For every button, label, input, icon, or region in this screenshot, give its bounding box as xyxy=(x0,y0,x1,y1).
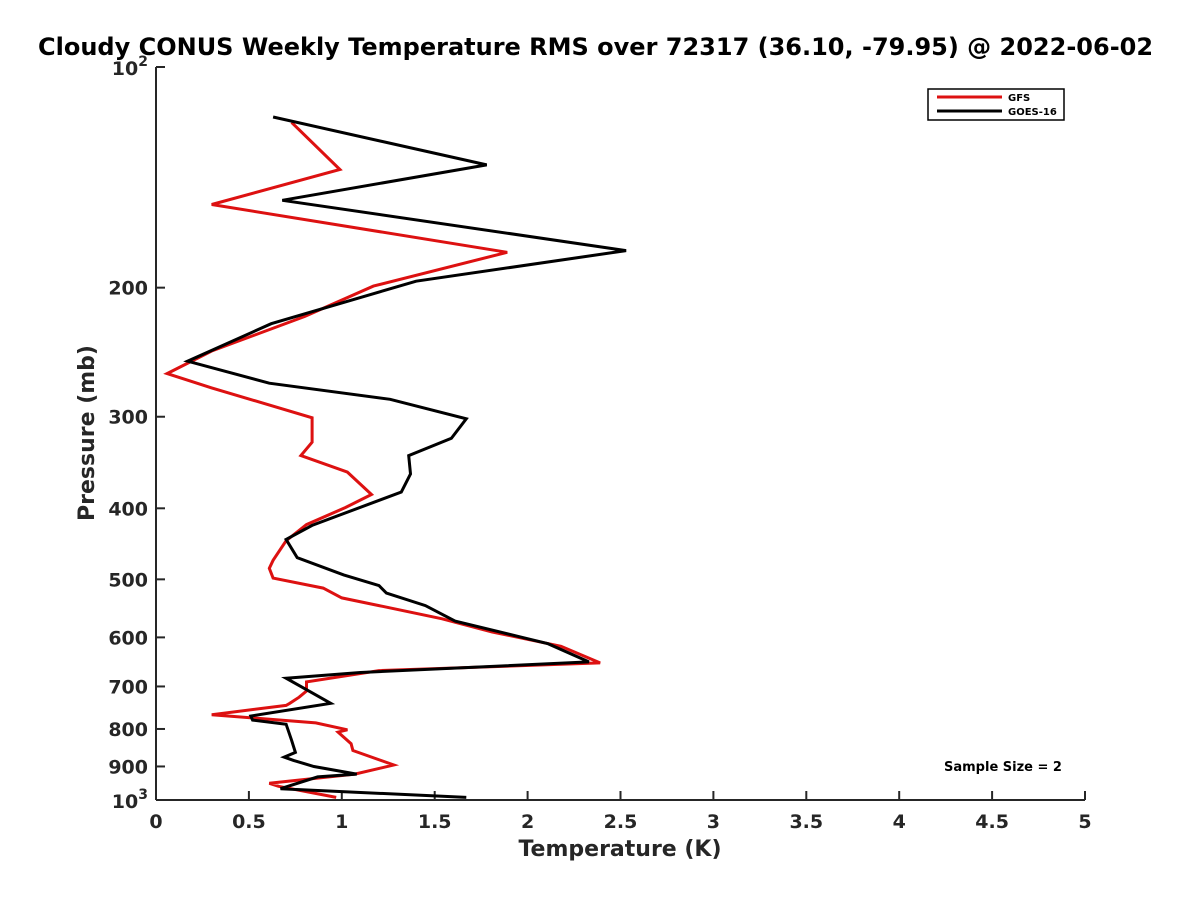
sample-size-annotation: Sample Size = 2 xyxy=(944,760,1062,775)
x-tick-label: 0 xyxy=(149,811,162,833)
y-axis-label: Pressure (mb) xyxy=(75,345,100,521)
y-tick-label: 400 xyxy=(108,498,148,520)
series-layer xyxy=(163,115,627,799)
series-line-gfs xyxy=(163,121,601,799)
x-tick-label: 1 xyxy=(335,811,348,833)
y-tick-exponent: 2 xyxy=(138,54,148,70)
y-tick-label: 700 xyxy=(108,676,148,698)
x-tick-label: 5 xyxy=(1078,811,1091,833)
y-tick-label: 800 xyxy=(108,719,148,741)
legend-label: GFS xyxy=(1008,93,1030,104)
x-axis: 0 0.5 1 1.5 2 2.5 3 3.5 4 4.5 5 xyxy=(149,791,1092,833)
y-tick-label: 300 xyxy=(108,407,148,429)
chart-title: Cloudy CONUS Weekly Temperature RMS over… xyxy=(38,33,1153,61)
y-tick-base: 10 xyxy=(112,791,138,813)
x-tick-label: 1.5 xyxy=(418,811,452,833)
y-tick-label: 200 xyxy=(108,278,148,300)
y-tick-base: 10 xyxy=(112,58,138,80)
x-tick-label: 2.5 xyxy=(604,811,638,833)
y-tick-label: 102 xyxy=(112,54,148,80)
x-tick-label: 4.5 xyxy=(975,811,1009,833)
y-tick-exponent: 3 xyxy=(138,787,148,803)
x-tick-label: 4 xyxy=(893,811,906,833)
plot-area xyxy=(155,67,1085,801)
x-tick-label: 3 xyxy=(707,811,720,833)
x-axis-label: Temperature (K) xyxy=(518,837,721,862)
y-tick-label: 500 xyxy=(108,569,148,591)
legend-label: GOES-16 xyxy=(1008,107,1057,118)
y-tick-label: 900 xyxy=(108,756,148,778)
x-tick-label: 2 xyxy=(521,811,534,833)
y-tick-label: 600 xyxy=(108,627,148,649)
y-tick-label: 103 xyxy=(112,787,148,813)
series-line-goes-16 xyxy=(183,115,627,799)
legend-box xyxy=(927,88,1065,121)
legend: GFS GOES-16 xyxy=(927,88,1065,121)
x-tick-label: 0.5 xyxy=(232,811,266,833)
x-tick-label: 3.5 xyxy=(789,811,823,833)
